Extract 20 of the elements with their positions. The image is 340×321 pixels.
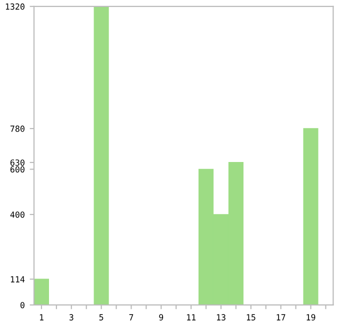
x-tick-label: 17	[276, 314, 286, 320]
x-tick-label: 5	[99, 314, 104, 320]
y-tick-label: 400	[10, 211, 24, 218]
y-tick-label: 0	[20, 302, 24, 308]
x-tick-label: 3	[69, 314, 74, 320]
bar	[34, 278, 50, 305]
y-tick-label: 1320	[6, 3, 24, 10]
x-tick-label: 11	[187, 314, 196, 320]
x-tick-label: 15	[246, 314, 256, 320]
y-tick-label: 780	[10, 126, 24, 132]
y-tick-label: 600	[10, 166, 24, 173]
bar	[303, 128, 318, 305]
x-tick-label: 19	[306, 314, 316, 320]
bar	[94, 6, 109, 305]
x-tick-label: 9	[159, 314, 164, 320]
y-tick-label: 114	[10, 276, 25, 282]
x-tick-label: 13	[216, 314, 226, 320]
y-tick-label: 630	[10, 159, 24, 166]
x-tick-label: 1	[40, 314, 44, 320]
x-tick-label: 7	[129, 314, 134, 320]
